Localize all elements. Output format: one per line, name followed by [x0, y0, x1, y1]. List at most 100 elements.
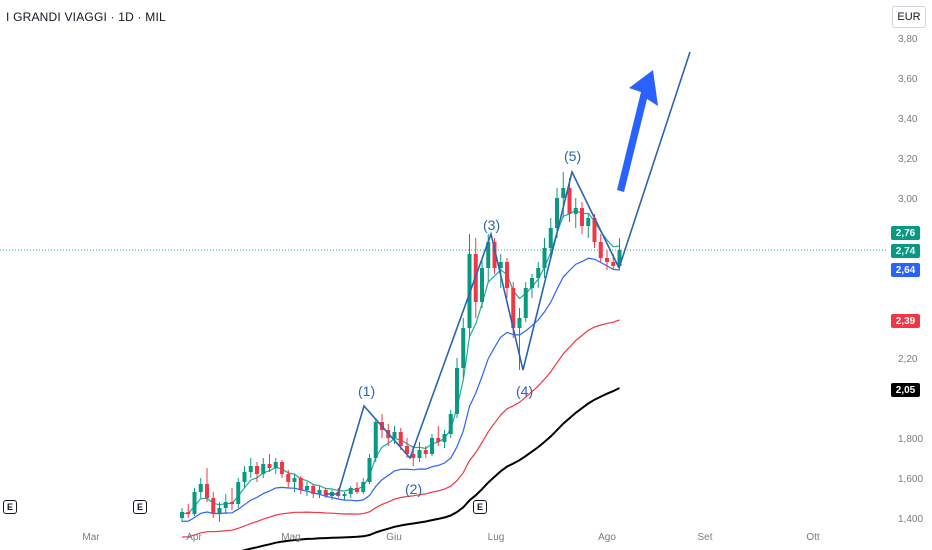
candle: [467, 234, 472, 338]
candle: [311, 484, 316, 498]
candle: [330, 490, 334, 500]
candle-body: [355, 488, 359, 492]
candle: [442, 430, 447, 448]
candle-body: [536, 268, 541, 278]
candle-body: [555, 198, 559, 228]
candle: [236, 478, 241, 508]
y-tick-label: 3,40: [898, 114, 918, 125]
candle-body: [242, 472, 247, 482]
candle-body: [580, 208, 584, 226]
candle-body: [186, 512, 191, 514]
candle: [292, 474, 297, 492]
candle: [580, 202, 584, 234]
earnings-marker-icon[interactable]: E: [133, 500, 147, 514]
wave-label: (3): [483, 217, 500, 233]
candle: [373, 418, 378, 462]
y-tick-label: 1,400: [898, 514, 923, 525]
candle-body: [605, 258, 609, 262]
candle: [598, 234, 603, 262]
candle: [230, 488, 234, 510]
x-tick-label: Giu: [386, 532, 402, 543]
ema-fast-line: [181, 209, 620, 515]
candle: [417, 442, 422, 462]
candle: [542, 238, 547, 278]
candle-body: [392, 432, 397, 438]
price-badge: 2,76: [891, 226, 920, 240]
candle: [211, 492, 216, 518]
candle-body: [611, 262, 616, 266]
y-tick-label: 1,800: [898, 434, 923, 445]
candle-body: [230, 502, 234, 504]
y-tick-label: 3,20: [898, 154, 918, 165]
moving-averages: [181, 209, 620, 550]
candle-body: [505, 262, 509, 288]
candle: [492, 238, 497, 274]
candle-body: [342, 494, 347, 496]
y-tick-label: 1,600: [898, 474, 923, 485]
candle-body: [192, 492, 197, 514]
candle: [180, 508, 184, 522]
y-tick-label: 3,60: [898, 74, 918, 85]
currency-selector[interactable]: EUR: [892, 6, 926, 28]
candle-body: [261, 464, 266, 474]
up-arrow-icon: [617, 70, 658, 192]
candle: [317, 486, 322, 498]
candle: [436, 426, 441, 446]
candle: [430, 434, 434, 456]
candle-body: [298, 478, 303, 490]
candle-body: [323, 490, 328, 496]
candle: [455, 358, 459, 418]
projection-line: [618, 51, 691, 269]
candle: [192, 488, 197, 516]
candle-body: [498, 262, 503, 268]
candle-body: [180, 512, 184, 518]
candle-body: [567, 188, 572, 214]
candle-body: [448, 414, 453, 434]
candle-body: [617, 250, 622, 266]
x-tick-label: Set: [697, 532, 712, 543]
candle-body: [480, 268, 484, 302]
candle-body: [398, 432, 403, 446]
elliott-wave-drawing[interactable]: (1) (2) (3) (4) (5): [326, 51, 691, 497]
price-badge: 2,05: [891, 383, 920, 397]
candle: [480, 258, 484, 308]
candle-body: [442, 434, 447, 442]
candle-body: [348, 488, 353, 494]
candle: [323, 488, 328, 498]
candle: [298, 476, 303, 494]
candle: [586, 214, 591, 238]
chart-title: I GRANDI VIAGGI · 1D · MIL: [6, 10, 166, 24]
candle: [273, 458, 278, 474]
candle-body: [373, 422, 378, 458]
candle: [355, 482, 359, 494]
candle-body: [511, 288, 516, 328]
candle: [205, 468, 209, 502]
candle: [342, 492, 347, 500]
candle-body: [273, 462, 278, 468]
wave-label: (1): [358, 383, 375, 399]
candle-body: [598, 242, 603, 258]
candle: [348, 486, 353, 498]
candle-body: [211, 498, 216, 514]
candle-body: [548, 228, 553, 248]
candle-body: [255, 466, 259, 474]
candle-body: [423, 450, 428, 454]
candle: [305, 482, 309, 496]
candle-body: [542, 248, 547, 268]
candle-body: [523, 288, 528, 318]
candle: [573, 198, 578, 228]
candle: [423, 446, 428, 458]
candle: [248, 458, 253, 478]
candle-body: [205, 484, 209, 498]
candle-body: [405, 446, 409, 454]
candle-body: [223, 502, 228, 508]
earnings-marker-icon[interactable]: E: [473, 500, 487, 514]
candle: [461, 318, 466, 378]
candle: [605, 250, 609, 270]
earnings-marker-icon[interactable]: E: [3, 500, 17, 514]
candle: [448, 410, 453, 438]
candle-body: [573, 208, 578, 214]
candle-body: [217, 508, 222, 514]
candle-body: [292, 478, 297, 482]
